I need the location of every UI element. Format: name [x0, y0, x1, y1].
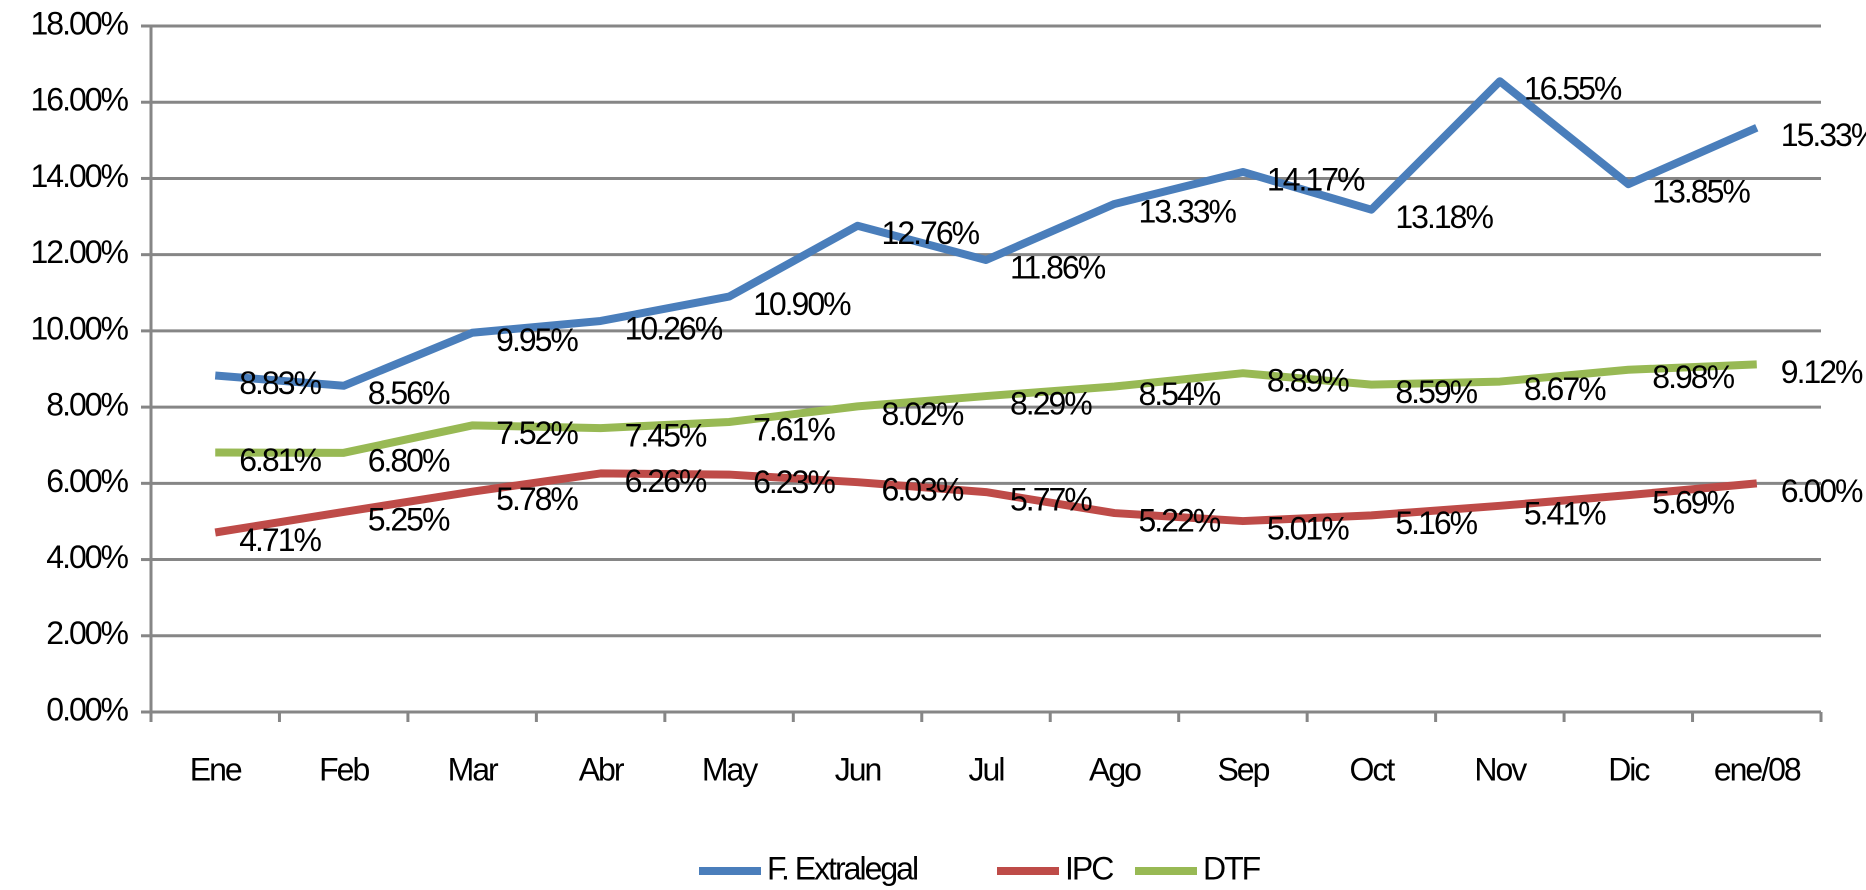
data-label: 8.29% — [1010, 386, 1092, 422]
data-label: 11.86% — [1010, 249, 1106, 285]
data-label: 8.54% — [1138, 376, 1220, 412]
legend-label: IPC — [1065, 850, 1113, 886]
data-label: 12.76% — [882, 215, 980, 251]
data-label: 6.23% — [753, 464, 835, 500]
data-label: 5.69% — [1652, 485, 1734, 521]
data-label: 9.95% — [496, 322, 578, 358]
y-tick-label: 0.00% — [46, 691, 128, 727]
data-label: 13.18% — [1395, 199, 1493, 235]
data-label: 6.26% — [625, 463, 707, 499]
y-tick-label: 8.00% — [46, 387, 128, 423]
y-tick-label: 6.00% — [46, 463, 128, 499]
data-label: 5.22% — [1138, 503, 1220, 539]
data-label: 6.80% — [368, 442, 450, 478]
x-tick-label: Ene — [190, 751, 242, 787]
y-tick-label: 18.00% — [30, 5, 128, 41]
legend-label: F. Extralegal — [767, 850, 917, 886]
series-line — [214, 77, 1759, 390]
data-label: 7.52% — [496, 415, 578, 451]
data-label: 6.03% — [882, 472, 964, 508]
data-label: 10.26% — [625, 310, 723, 346]
data-label: 15.33% — [1781, 117, 1866, 153]
legend-label: DTF — [1203, 850, 1261, 886]
data-label: 5.16% — [1395, 505, 1477, 541]
x-tick-label: Dic — [1608, 751, 1650, 787]
data-label: 6.00% — [1781, 473, 1863, 509]
data-label: 5.78% — [496, 481, 578, 517]
x-tick-label: Sep — [1217, 751, 1269, 787]
y-tick-label: 10.00% — [30, 310, 128, 346]
series-line — [214, 469, 1758, 537]
data-label: 8.98% — [1652, 359, 1734, 395]
data-label: 8.56% — [368, 375, 450, 411]
data-label: 13.85% — [1652, 174, 1750, 210]
data-label: 5.25% — [368, 501, 450, 537]
x-tick-label: May — [702, 751, 758, 787]
data-label: 5.77% — [1010, 482, 1092, 518]
series-line — [215, 360, 1757, 457]
x-tick-label: Ago — [1089, 751, 1141, 787]
y-tick-label: 2.00% — [46, 615, 128, 651]
data-label: 5.41% — [1524, 495, 1606, 531]
data-label: 8.67% — [1524, 371, 1606, 407]
x-tick-label: Jul — [969, 751, 1004, 787]
x-tick-label: Nov — [1474, 751, 1527, 787]
x-tick-label: ene/08 — [1714, 751, 1801, 787]
data-label: 8.59% — [1395, 374, 1477, 410]
data-label: 5.01% — [1267, 511, 1349, 547]
data-label: 7.61% — [753, 411, 835, 447]
x-tick-label: Mar — [448, 751, 499, 787]
data-label: 8.83% — [239, 365, 321, 401]
y-tick-label: 4.00% — [46, 539, 128, 575]
data-label: 13.33% — [1138, 193, 1236, 229]
y-tick-label: 12.00% — [30, 234, 128, 270]
data-label: 10.90% — [753, 286, 851, 322]
data-label: 8.02% — [882, 396, 964, 432]
x-tick-label: Feb — [319, 751, 369, 787]
data-label: 9.12% — [1781, 354, 1863, 390]
x-tick-label: Jun — [835, 751, 881, 787]
data-label: 6.81% — [239, 442, 321, 478]
data-label: 7.45% — [625, 418, 707, 454]
y-tick-label: 16.00% — [30, 82, 128, 118]
x-tick-label: Oct — [1349, 751, 1395, 787]
y-tick-label: 14.00% — [30, 158, 128, 194]
data-label: 16.55% — [1524, 71, 1622, 107]
data-label: 8.89% — [1267, 363, 1349, 399]
x-tick-label: Abr — [579, 751, 625, 787]
data-label: 14.17% — [1267, 161, 1365, 197]
data-label: 4.71% — [239, 522, 321, 558]
